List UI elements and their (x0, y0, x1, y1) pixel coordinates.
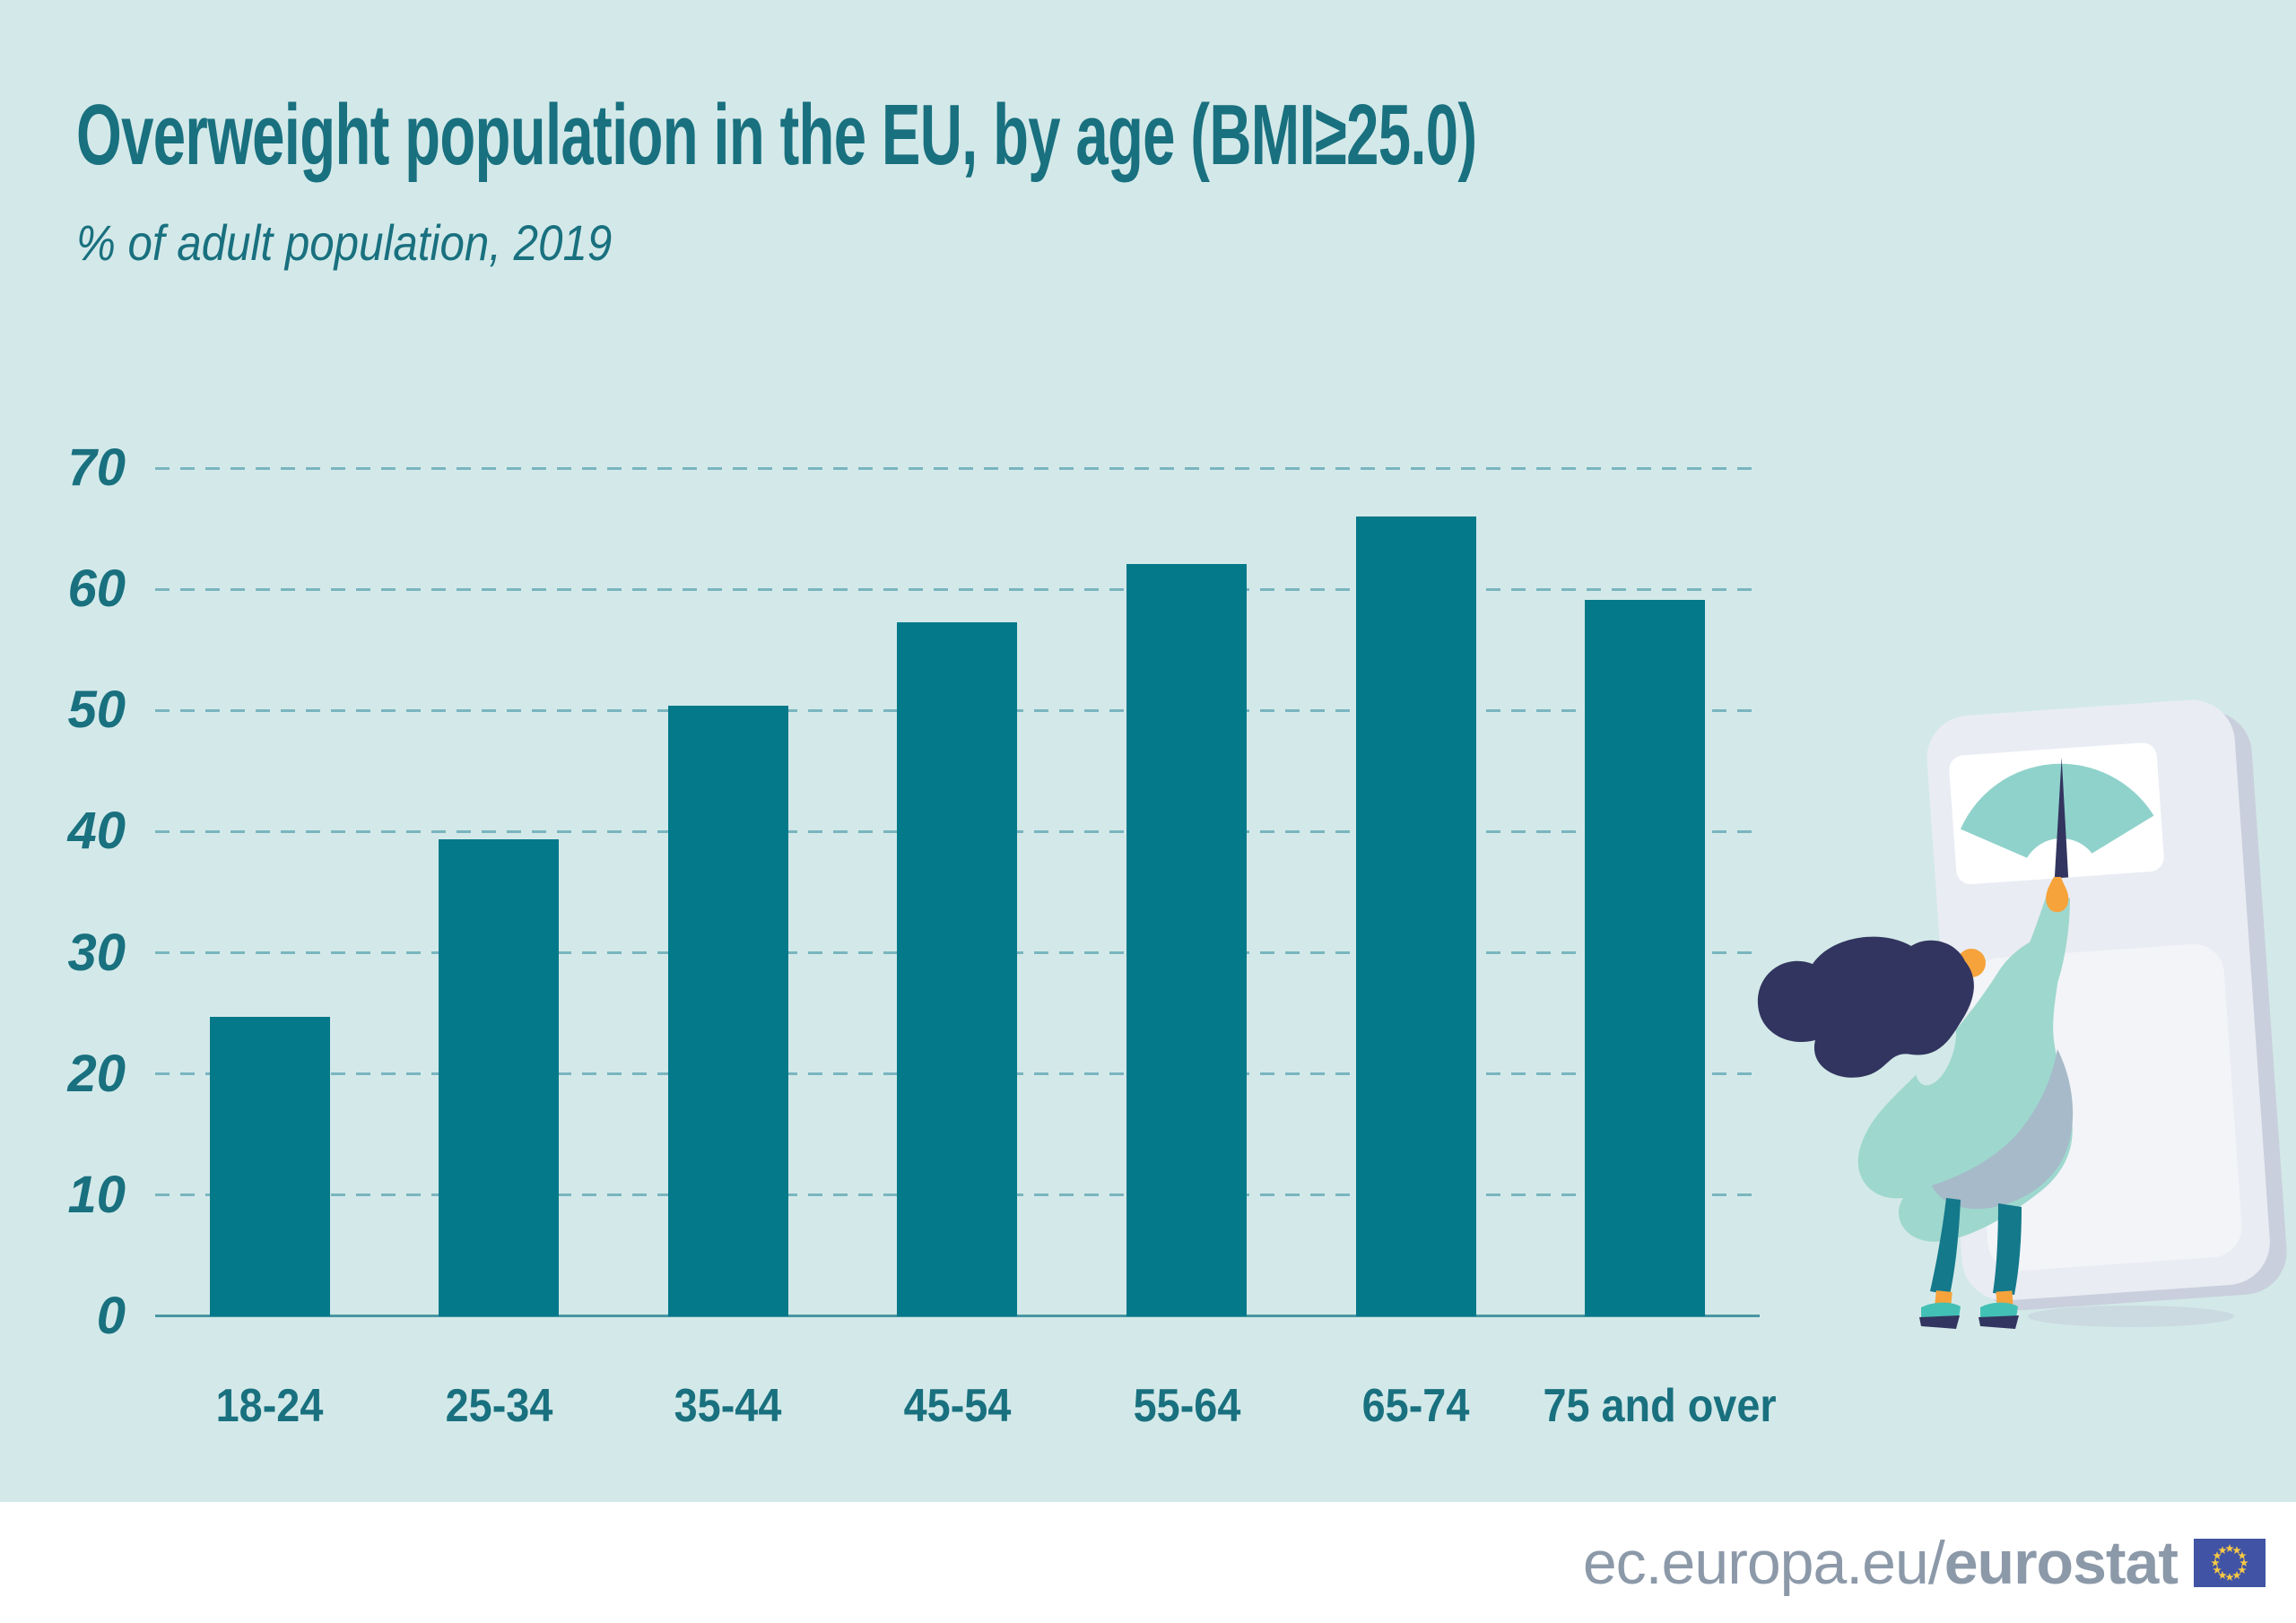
eu-flag-stars (2211, 1543, 2248, 1581)
bar-slot-18-24 (155, 468, 385, 1316)
x-axis-label-75 and over: 75 and over (1530, 1379, 1777, 1442)
footer-bar: ec.europa.eu/eurostat (0, 1502, 2296, 1623)
bar-35-44 (667, 705, 788, 1316)
y-tick-label-60: 60 (67, 560, 126, 619)
person-hand (2046, 877, 2069, 913)
gridline-70 (155, 466, 1760, 470)
footer-url: ec.europa.eu/eurostat (1582, 1528, 2179, 1598)
x-axis-label-35-44: 35-44 (613, 1379, 843, 1442)
bar-75 and over (1585, 600, 1706, 1316)
page-subtitle: % of adult population, 2019 (76, 214, 613, 271)
bar-slot-25-34 (385, 468, 614, 1316)
x-axis-label-text: 25-34 (445, 1380, 553, 1432)
x-axis-label-55-64: 55-64 (1072, 1379, 1301, 1442)
x-axis-label-text: 45-54 (903, 1380, 1012, 1432)
gridline-60 (155, 587, 1760, 591)
gauge-arc (1960, 763, 2154, 873)
x-axis-label-text: 35-44 (674, 1380, 782, 1432)
x-axis-label-45-54: 45-54 (843, 1379, 1073, 1442)
bar-slot-35-44 (613, 468, 843, 1316)
person-right-ankle (1996, 1290, 2013, 1306)
person-hair (1757, 936, 1974, 1078)
person-left-ankle (1935, 1290, 1952, 1306)
x-axis-label-65-74: 65-74 (1301, 1379, 1531, 1442)
bar-slot-55-64 (1072, 468, 1301, 1316)
x-axis-label-text: 18-24 (215, 1380, 324, 1432)
y-tick-label-20: 20 (67, 1044, 126, 1103)
footer-url-bold: eurostat (1944, 1528, 2179, 1597)
y-tick-label-10: 10 (67, 1165, 126, 1224)
person-left-sole (1919, 1315, 1960, 1329)
bar-18-24 (209, 1017, 330, 1316)
scale-illustration (1757, 699, 2287, 1329)
person-left-leg (1930, 1198, 1961, 1295)
bar-slot-75 and over (1530, 468, 1760, 1316)
person (1757, 877, 2074, 1329)
bar-25-34 (439, 838, 560, 1316)
y-tick-label-70: 70 (67, 438, 126, 497)
y-tick-label-50: 50 (67, 681, 126, 740)
bar-slot-45-54 (843, 468, 1073, 1316)
y-tick-label-40: 40 (67, 802, 126, 861)
scale-ground-shadow (2028, 1306, 2234, 1327)
bar-chart-plot-area: 0 10 20 30 40 50 60 70 (67, 441, 1760, 1343)
bar-slot-65-74 (1301, 468, 1531, 1316)
y-tick-label-30: 30 (67, 923, 126, 982)
person-dress-shade (1932, 1049, 2074, 1210)
person-right-leg (1993, 1203, 2022, 1295)
x-axis-label-18-24: 18-24 (155, 1379, 385, 1442)
page-title: Overweight population in the EU, by age … (76, 87, 1477, 183)
x-axis-label-text: 75 and over (1543, 1380, 1778, 1432)
bar-65-74 (1355, 516, 1476, 1316)
gauge-needle (2054, 757, 2069, 884)
eu-flag-icon (2194, 1538, 2266, 1587)
bar-45-54 (897, 621, 1018, 1316)
person-right-sole (1979, 1315, 2019, 1329)
bar-55-64 (1126, 563, 1248, 1316)
x-axis-label-text: 55-64 (1133, 1380, 1240, 1432)
x-axis-label-25-34: 25-34 (385, 1379, 614, 1442)
x-axis-label-text: 65-74 (1361, 1380, 1470, 1432)
y-tick-label-0: 0 (96, 1287, 126, 1345)
footer-url-regular: ec.europa.eu/ (1582, 1528, 1945, 1597)
